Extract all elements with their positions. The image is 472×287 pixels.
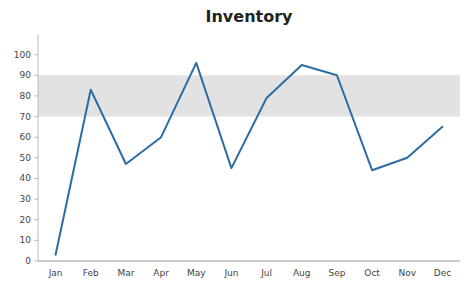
x-tick-label: Feb (83, 268, 99, 278)
y-tick (34, 95, 38, 96)
x-tick-label: Sep (328, 268, 345, 278)
y-tick-label: 20 (20, 215, 32, 225)
y-tick (34, 219, 38, 220)
y-tick (34, 116, 38, 117)
line (56, 63, 443, 255)
y-tick (34, 75, 38, 76)
y-tick-label: 30 (20, 194, 32, 204)
x-tick-label: Dec (434, 268, 451, 278)
y-tick (34, 157, 38, 158)
chart: Inventory 0 10 20 30 40 50 60 70 80 90 100 Jan Feb Mar… (0, 0, 472, 287)
y-tick-label: 90 (20, 70, 32, 80)
x-tick-label: Jul (260, 268, 272, 278)
y-tick-label: 10 (20, 235, 32, 245)
y-tick-label: 100 (14, 50, 31, 60)
y-tick (34, 240, 38, 241)
x-tick-label: May (187, 268, 206, 278)
y-tick-label: 0 (25, 256, 31, 266)
y-tick (34, 178, 38, 179)
chart-container: Inventory 0 10 20 30 40 50 60 70 80 90 100 Jan Feb Mar… (0, 0, 472, 287)
x-tick-label: Nov (398, 268, 416, 278)
title: Inventory (206, 7, 294, 26)
x-tick-label: Oct (364, 268, 380, 278)
y-tick (34, 261, 38, 262)
x-tick-label: Aug (293, 268, 311, 278)
x-tick-label: Mar (117, 268, 134, 278)
y-tick-label: 50 (20, 153, 32, 163)
y-tick-label: 60 (20, 132, 32, 142)
y-tick (34, 137, 38, 138)
x-tick-label: Jan (48, 268, 63, 278)
y-axis-line (38, 34, 39, 261)
y-tick-label: 80 (20, 91, 32, 101)
x-axis-line (38, 261, 460, 262)
y-tick (34, 54, 38, 55)
x-tick-label: Apr (153, 268, 169, 278)
y-tick-label: 40 (20, 173, 32, 183)
plot-area (38, 63, 460, 255)
y-tick (34, 199, 38, 200)
y-tick-label: 70 (20, 112, 32, 122)
x-tick-label: Jun (223, 268, 238, 278)
